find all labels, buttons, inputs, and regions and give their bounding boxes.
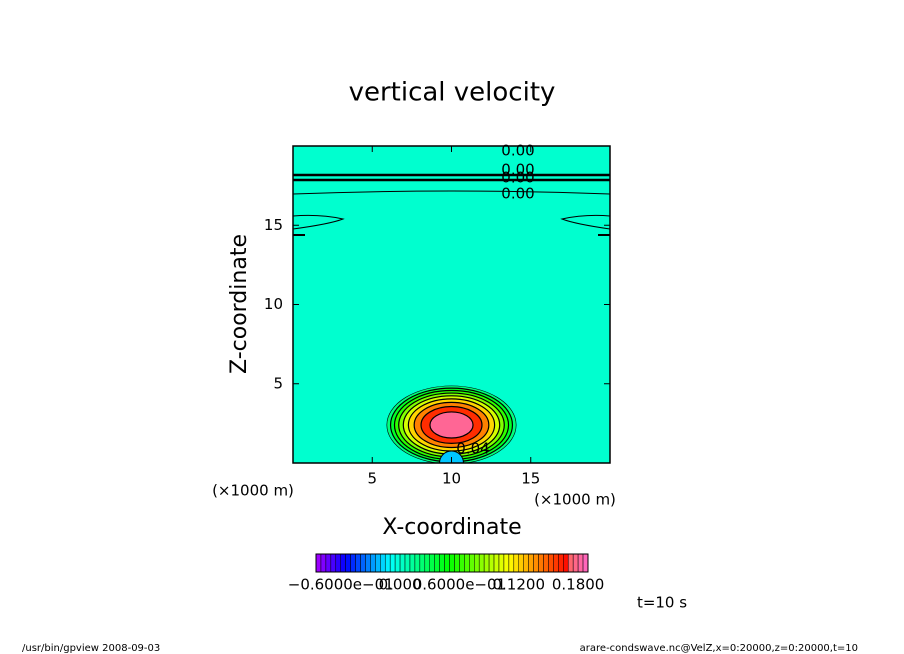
colorbar-box [444,553,450,573]
contour-line [293,190,610,195]
colorbar-tick-label: 0.000 [379,576,422,594]
colorbar-box [434,553,440,573]
chart-title: vertical velocity [349,78,556,108]
colorbar-box [345,553,351,573]
colorbar-box [553,553,559,573]
colorbar-box [503,553,510,573]
colorbar-box [394,553,401,573]
colorbar-box [409,553,416,573]
x-tick-label: 5 [367,470,377,488]
colorbar-box [330,553,337,573]
colorbar-box [375,553,381,573]
colorbar-box [528,553,534,573]
colorbar-box [538,553,544,573]
colorbar-box [454,553,460,573]
x-tick-label: 10 [442,470,461,488]
colorbar-box [404,553,411,573]
colorbar-frame [315,553,589,573]
contour-line [293,214,345,230]
colorbar-box [563,553,569,573]
y-tick-label: 5 [273,374,283,392]
colorbar-box [567,553,574,573]
colorbar-box [508,553,515,573]
x-unit: (×1000 m) [534,491,616,509]
x-tick-label: 15 [521,470,540,488]
colorbar-box [350,553,356,573]
colorbar-box [558,553,564,573]
x-axis-label: X-coordinate [382,515,521,540]
colorbar-box [439,553,445,573]
y-axis-label: Z-coordinate [227,234,252,374]
colorbar-box [325,553,332,573]
contour-label: 0.00 [501,142,534,160]
time-label: t=10 s [637,594,687,612]
colorbar-box [419,553,426,573]
colorbar-box [493,553,500,573]
contour-label: 0.00 [501,185,534,203]
colorbar-box [548,553,554,573]
colorbar-box [365,553,371,573]
colorbar-box [335,553,341,573]
colorbar-box [572,553,579,573]
colorbar-box [355,553,361,573]
colorbar-box [582,553,589,573]
colorbar-tick-label: −0.6000e−01 [288,576,394,594]
colorbar-box [533,553,539,573]
contour-fill [429,411,474,439]
plot-area [293,146,610,463]
colorbar: −0.6000e−010.0000.6000e−010.1200 0.1800 [288,553,605,594]
colorbar-box [340,553,346,573]
colorbar-box [389,553,396,573]
colorbar-box [464,553,470,573]
contour-line [560,214,610,230]
colorbar-box [320,553,327,573]
colorbar-box [513,553,520,573]
colorbar-box [577,553,584,573]
y-tick-label: 15 [264,216,283,234]
colorbar-box [370,553,376,573]
footer-right: arare-condswave.nc@VelZ,x=0:20000,z=0:20… [580,643,858,654]
y-tick-label: 10 [264,295,283,313]
contour-label: 0.00 [501,161,534,179]
colorbar-box [478,553,485,573]
colorbar-box [459,553,465,573]
colorbar-box [498,553,505,573]
colorbar-tick-label: 0.1800 [552,576,605,594]
colorbar-box [360,553,366,573]
colorbar-box [483,553,490,573]
colorbar-box [429,553,435,573]
footer-left: /usr/bin/gpview 2008-09-03 [22,643,160,654]
colorbar-box [449,553,455,573]
colorbar-box [399,553,406,573]
colorbar-box [523,553,529,573]
colorbar-box [414,553,421,573]
colorbar-box [488,553,495,573]
contour-label: 0.00 [501,169,534,187]
colorbar-box [384,553,391,573]
colorbar-box [424,553,430,573]
colorbar-box [474,553,480,573]
contour-label: 0.04 [456,440,489,458]
colorbar-box [469,553,475,573]
colorbar-box [315,553,322,573]
colorbar-tick-label: 0.1200 [493,576,546,594]
colorbar-tick-label: 0.6000e−01 [413,576,506,594]
colorbar-box [518,553,524,573]
zero-contours [293,173,610,236]
colorbar-box [543,553,549,573]
y-unit: (×1000 m) [212,482,294,500]
colorbar-box [380,553,386,573]
